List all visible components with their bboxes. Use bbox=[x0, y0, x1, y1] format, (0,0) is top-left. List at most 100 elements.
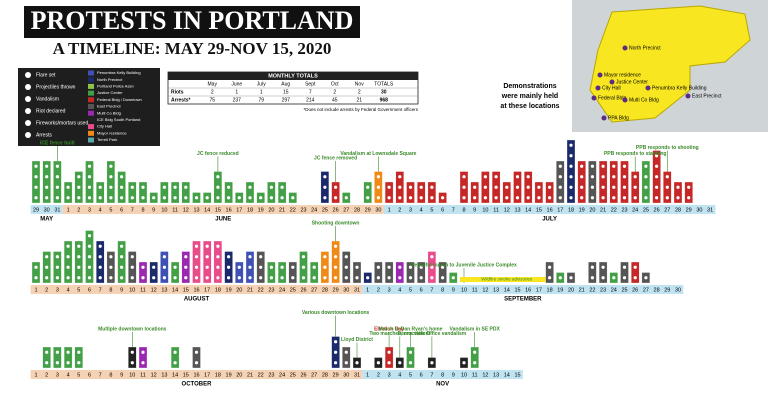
bar-icon bbox=[387, 276, 391, 280]
day-label: 12 bbox=[504, 207, 510, 213]
bar-icon bbox=[184, 276, 188, 280]
bar-icon bbox=[687, 185, 691, 189]
day-label: 30 bbox=[675, 287, 681, 293]
bar-icon bbox=[280, 276, 284, 280]
day-label: 24 bbox=[279, 287, 285, 293]
table-row-label: Riots bbox=[171, 89, 184, 95]
day-label: 29 bbox=[333, 287, 339, 293]
day-label: 17 bbox=[536, 287, 542, 293]
bar-icon bbox=[109, 255, 113, 259]
bar bbox=[192, 240, 201, 284]
bar-icon bbox=[227, 276, 231, 280]
bar-icon bbox=[109, 175, 113, 179]
bar-icon bbox=[227, 255, 231, 259]
day-label: 30 bbox=[44, 207, 50, 213]
bar-icon bbox=[483, 185, 487, 189]
day-label: 6 bbox=[420, 372, 423, 378]
day-label: 26 bbox=[300, 287, 306, 293]
bar-icon bbox=[601, 276, 605, 280]
legend-icon bbox=[25, 84, 31, 90]
bar-icon bbox=[355, 361, 359, 365]
bar bbox=[406, 181, 415, 204]
bar-icon bbox=[441, 276, 445, 280]
table-total: 968 bbox=[380, 97, 389, 103]
day-label: 19 bbox=[226, 287, 232, 293]
bar bbox=[267, 181, 276, 204]
bar-icon bbox=[622, 196, 627, 200]
bar bbox=[577, 160, 586, 204]
bar-icon bbox=[344, 361, 348, 365]
day-label: 1 bbox=[366, 372, 369, 378]
bar-icon bbox=[483, 175, 487, 179]
day-label: 14 bbox=[172, 287, 178, 293]
bar-icon bbox=[644, 164, 648, 168]
bar-icon bbox=[141, 276, 145, 280]
bar bbox=[288, 261, 297, 284]
bar-icon bbox=[34, 276, 38, 280]
bar-icon bbox=[441, 265, 445, 269]
bar-icon bbox=[216, 244, 220, 248]
bar-icon bbox=[152, 196, 156, 200]
map-area bbox=[589, 5, 751, 123]
bar-icon bbox=[622, 164, 627, 168]
bar-icon bbox=[184, 265, 188, 269]
bar-icon bbox=[66, 350, 70, 354]
bar-icon bbox=[141, 361, 145, 365]
bar-icon bbox=[430, 255, 434, 259]
bar-icon bbox=[205, 255, 209, 259]
table-cell: 79 bbox=[258, 97, 264, 103]
day-label: 5 bbox=[109, 207, 112, 213]
bar-icon bbox=[291, 276, 295, 280]
table-cell: 1 bbox=[260, 89, 263, 95]
bar-icon bbox=[130, 185, 134, 189]
day-label: 5 bbox=[77, 372, 80, 378]
bar-icon bbox=[473, 361, 477, 365]
table-cell: 75 bbox=[209, 97, 215, 103]
bar-icon bbox=[77, 175, 81, 179]
bar-icon bbox=[152, 265, 156, 269]
bar-icon bbox=[77, 255, 81, 259]
bar-icon bbox=[216, 196, 220, 200]
bar-icon bbox=[120, 244, 124, 248]
bar bbox=[106, 160, 116, 204]
annotation: Lloyd District bbox=[341, 337, 373, 343]
bar-icon bbox=[676, 185, 680, 189]
bar-icon bbox=[590, 164, 595, 168]
day-label: 29 bbox=[365, 207, 371, 213]
bar-icon bbox=[109, 276, 113, 280]
annotation: Various downtown locations bbox=[302, 310, 370, 316]
bar-icon bbox=[387, 350, 391, 354]
day-label: 13 bbox=[514, 207, 520, 213]
legend-swatch bbox=[88, 90, 94, 96]
table-col: May bbox=[208, 81, 218, 87]
annotation: Democratic Office vandalism bbox=[398, 331, 467, 337]
bar bbox=[42, 160, 51, 204]
bar-icon bbox=[237, 265, 241, 269]
annotation: Two marches, one violent bbox=[369, 331, 430, 337]
bar-icon bbox=[687, 196, 691, 200]
bar bbox=[224, 181, 233, 204]
day-label: 16 bbox=[547, 207, 553, 213]
bar-icon bbox=[141, 185, 145, 189]
bar bbox=[170, 346, 180, 369]
bar bbox=[170, 181, 180, 204]
month-label: MAY bbox=[40, 217, 53, 223]
bar bbox=[170, 261, 180, 284]
day-label: 3 bbox=[409, 207, 412, 213]
day-label: 5 bbox=[409, 372, 412, 378]
legend-location: Federal Bldg / Downtown bbox=[97, 97, 142, 102]
bar-icon bbox=[259, 196, 263, 200]
bar-icon bbox=[205, 276, 209, 280]
bar bbox=[438, 261, 447, 284]
bar-icon bbox=[55, 164, 60, 168]
bar bbox=[545, 261, 554, 284]
bar-icon bbox=[633, 185, 637, 189]
bar bbox=[620, 261, 629, 284]
day-label: 12 bbox=[482, 372, 488, 378]
bar-icon bbox=[130, 276, 134, 280]
bar-icon bbox=[194, 196, 199, 200]
day-label: 4 bbox=[398, 372, 401, 378]
day-label: 2 bbox=[377, 372, 380, 378]
title-bg bbox=[24, 6, 360, 38]
